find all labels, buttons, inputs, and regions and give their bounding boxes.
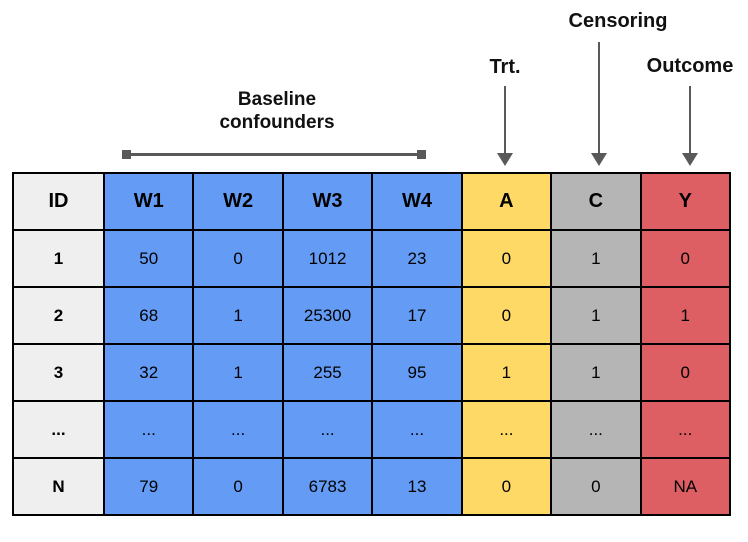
table-row: 3 32 1 255 95 1 1 0 (12, 343, 732, 402)
outcome-arrow-icon (682, 86, 698, 166)
cell-w1: 32 (102, 343, 195, 402)
outcome-label: Outcome (646, 55, 734, 77)
column-header-w2: W2 (192, 172, 284, 231)
cell-id: N (12, 457, 105, 516)
confounders-span-bracket (122, 150, 426, 159)
table-row: 2 68 1 25300 17 0 1 1 (12, 286, 732, 345)
cell-w1: ... (102, 400, 195, 459)
cell-w4: 13 (371, 457, 463, 516)
column-header-w4: W4 (371, 172, 463, 231)
cell-a: ... (460, 400, 553, 459)
baseline-label-line2: confounders (219, 112, 335, 133)
treatment-label: Trt. (489, 56, 521, 78)
cell-w3: 6783 (281, 457, 374, 516)
column-header-c: C (550, 172, 642, 231)
cell-a: 0 (460, 229, 553, 288)
cell-w2: 1 (192, 343, 284, 402)
cell-w4: 95 (371, 343, 463, 402)
cell-w4: ... (371, 400, 463, 459)
cell-w1: 50 (102, 229, 195, 288)
cell-w2: 0 (192, 457, 284, 516)
cell-c: 1 (550, 286, 642, 345)
cell-w2: 1 (192, 286, 284, 345)
cell-y: 1 (639, 286, 732, 345)
cell-id: 3 (12, 343, 105, 402)
cell-w4: 17 (371, 286, 463, 345)
column-header-id: ID (12, 172, 105, 231)
column-header-w3: W3 (281, 172, 374, 231)
cell-id: ... (12, 400, 105, 459)
cell-w2: 0 (192, 229, 284, 288)
treatment-arrow-icon (497, 86, 513, 166)
cell-a: 1 (460, 343, 553, 402)
cell-y: 0 (639, 229, 732, 288)
column-header-y: Y (639, 172, 732, 231)
cell-a: 0 (460, 286, 553, 345)
table-row: 1 50 0 1012 23 0 1 0 (12, 229, 732, 288)
cell-id: 1 (12, 229, 105, 288)
column-header-a: A (460, 172, 553, 231)
cell-w3: 25300 (281, 286, 374, 345)
cell-c: ... (550, 400, 642, 459)
table-row: N 79 0 6783 13 0 0 NA (12, 457, 732, 516)
cell-c: 0 (550, 457, 642, 516)
cell-w1: 79 (102, 457, 195, 516)
censoring-arrow-icon (591, 42, 607, 166)
cell-w2: ... (192, 400, 284, 459)
column-header-w1: W1 (102, 172, 195, 231)
cell-c: 1 (550, 229, 642, 288)
table-row-ellipsis: ... ... ... ... ... ... ... ... (12, 400, 732, 459)
cell-w1: 68 (102, 286, 195, 345)
cell-id: 2 (12, 286, 105, 345)
baseline-label-line1: Baseline (237, 89, 317, 110)
cell-c: 1 (550, 343, 642, 402)
cell-y: 0 (639, 343, 732, 402)
header-row: ID W1 W2 W3 W4 A C Y (12, 172, 732, 231)
cell-w3: 1012 (281, 229, 374, 288)
cell-w4: 23 (371, 229, 463, 288)
baseline-confounders-label: Baseline confounders (167, 88, 387, 134)
cell-y: ... (639, 400, 732, 459)
cell-w3: ... (281, 400, 374, 459)
cell-a: 0 (460, 457, 553, 516)
cell-w3: 255 (281, 343, 374, 402)
data-table: ID W1 W2 W3 W4 A C Y 1 50 0 1012 23 0 1 … (12, 172, 732, 516)
censoring-label: Censoring (568, 10, 668, 32)
cell-y: NA (639, 457, 732, 516)
